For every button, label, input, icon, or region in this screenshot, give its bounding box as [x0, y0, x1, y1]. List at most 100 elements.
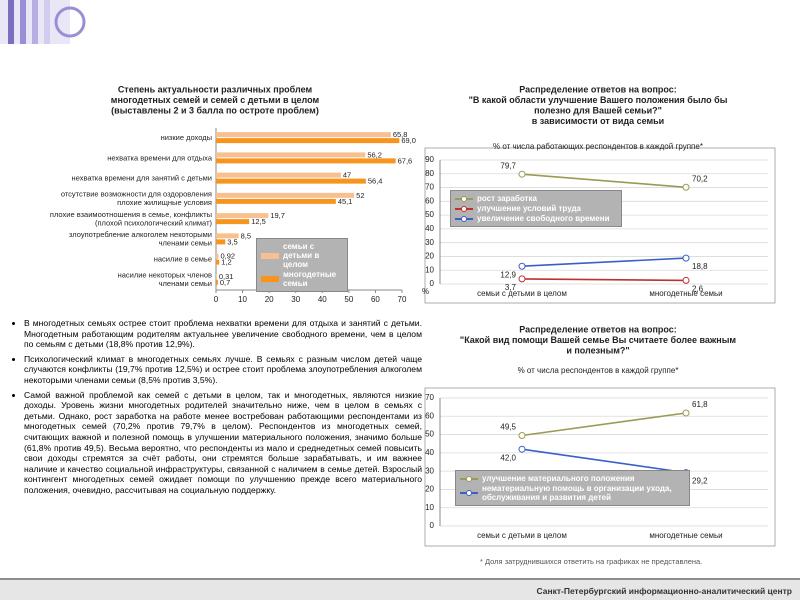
series-line [521, 448, 687, 474]
legend-swatch [455, 195, 473, 202]
legend-swatch [455, 215, 473, 222]
chart-subtitle: % от числа работающих респондентов в каж… [493, 142, 703, 151]
value-label: 2,6 [692, 285, 704, 294]
value-label: 52 [356, 191, 364, 200]
series-line [521, 257, 687, 268]
legend: улучшение материального положения нематер… [455, 470, 690, 506]
legend-swatch [460, 475, 478, 482]
legend-swatch [460, 490, 478, 496]
y-tick-label: 30 [425, 238, 434, 247]
chart-title: в зависимости от вида семьи [532, 116, 664, 126]
y-tick-label: 50 [425, 210, 434, 219]
value-label: 47 [343, 171, 351, 180]
bar [216, 273, 217, 279]
category-label: нехватка времени для отдыха [107, 153, 213, 162]
y-tick-label: 70 [425, 183, 434, 192]
category-label: плохие взаимоотношения в семье, конфликт… [50, 210, 212, 219]
x-tick-label: многодетные семьи [649, 289, 722, 298]
bar [216, 198, 336, 204]
series-line [521, 278, 687, 282]
value-label: 42,0 [500, 453, 516, 462]
chart-title: многодетных семей и семей с детьми в цел… [111, 95, 320, 105]
bar [216, 192, 355, 198]
legend-label: семьи с детьми в целом [283, 242, 320, 269]
category-label: нехватка времени для занятий с детьми [72, 174, 212, 183]
value-label: 19,7 [270, 211, 285, 220]
value-label: 12,5 [251, 217, 266, 226]
x-tick-label: 10 [238, 295, 247, 304]
chart-title: "Какой вид помощи Вашей семье Вы считает… [460, 335, 736, 345]
point [518, 262, 526, 270]
chart-title: "В какой области улучшение Вашего положе… [469, 95, 728, 105]
chart-title: (выставлены 2 и 3 балла по остроте пробл… [111, 105, 319, 115]
category-label: членами семьи [159, 239, 212, 248]
value-label: 1,2 [221, 258, 231, 267]
x-tick-label: многодетные семьи [649, 531, 722, 540]
chart-title: Распределение ответов на вопрос: [519, 324, 677, 334]
bullet: Самой важной проблемой как семей с детьм… [24, 390, 422, 496]
value-label: 69,0 [401, 136, 416, 145]
y-tick-label: 50 [425, 430, 434, 439]
y-tick-label: 40 [425, 224, 434, 233]
x-tick-label: 70 [398, 295, 407, 304]
legend-swatch [455, 205, 473, 212]
y-tick-label: 60 [425, 196, 434, 205]
legend-swatch [261, 252, 279, 259]
legend: семьи с детьми в целом многодетные семьи [256, 238, 348, 292]
value-label: 3,5 [227, 237, 237, 246]
value-label: 29,2 [692, 477, 708, 486]
category-label: плохие жилищные условия [117, 198, 212, 207]
value-label: 45,1 [338, 197, 353, 206]
legend-label: улучшение условий труда [477, 204, 581, 213]
series-line [521, 412, 687, 437]
point [682, 276, 690, 284]
bar [216, 172, 341, 178]
category-label: насилие некоторых членов [118, 271, 212, 280]
point [518, 445, 526, 453]
point [682, 183, 690, 191]
chart-title: и полезным?" [566, 345, 629, 355]
legend-item: рост заработка [455, 194, 617, 203]
footnote: * Доля затруднившихся ответить на график… [480, 557, 703, 566]
y-tick-label: 70 [425, 393, 434, 402]
footer: Санкт-Петербургский информационно-аналит… [536, 586, 792, 596]
point [518, 431, 526, 439]
point [682, 254, 690, 262]
legend-label: многодетные семьи [283, 270, 337, 288]
bullet: В многодетных семьях острее стоит пробле… [24, 318, 422, 350]
legend-item: семьи с детьми в целом [261, 242, 343, 269]
legend-item: многодетные семьи [261, 270, 343, 288]
bar [216, 178, 366, 184]
category-label: членами семьи [159, 279, 212, 288]
legend-label: улучшение материального положения [482, 474, 635, 483]
value-label: 61,8 [692, 400, 708, 409]
point [518, 170, 526, 178]
bar [216, 158, 396, 164]
legend-item: увеличение свободного времени [455, 214, 617, 223]
category-label: насилие в семье [154, 255, 212, 264]
y-tick-label: 30 [425, 466, 434, 475]
y-tick-label: 60 [425, 411, 434, 420]
y-tick-label: 90 [425, 155, 434, 164]
bar [216, 233, 239, 239]
bar [216, 213, 269, 219]
legend: рост заработка улучшение условий труда уве… [450, 190, 622, 227]
category-label: отсутствие возможности для оздоровления [61, 190, 212, 199]
value-label: 67,6 [398, 156, 413, 165]
legend-label: рост заработка [477, 194, 537, 203]
y-tick-label: 20 [425, 485, 434, 494]
category-label: злоупотребление алкоголем некоторыми [69, 230, 212, 239]
value-label: 79,7 [500, 161, 516, 170]
value-label: 65,8 [393, 130, 408, 139]
x-tick-label: семьи с детьми в целом [477, 531, 567, 540]
bullet: Психологический климат в многодетных сем… [24, 354, 422, 386]
bar [216, 152, 366, 158]
category-label: низкие доходы [161, 133, 212, 142]
x-tick-label: 0 [214, 295, 219, 304]
bar [216, 279, 218, 285]
y-tick-label: 10 [425, 503, 434, 512]
value-label: 0,92 [220, 252, 235, 261]
x-tick-label: 30 [291, 295, 300, 304]
bar [216, 259, 220, 265]
